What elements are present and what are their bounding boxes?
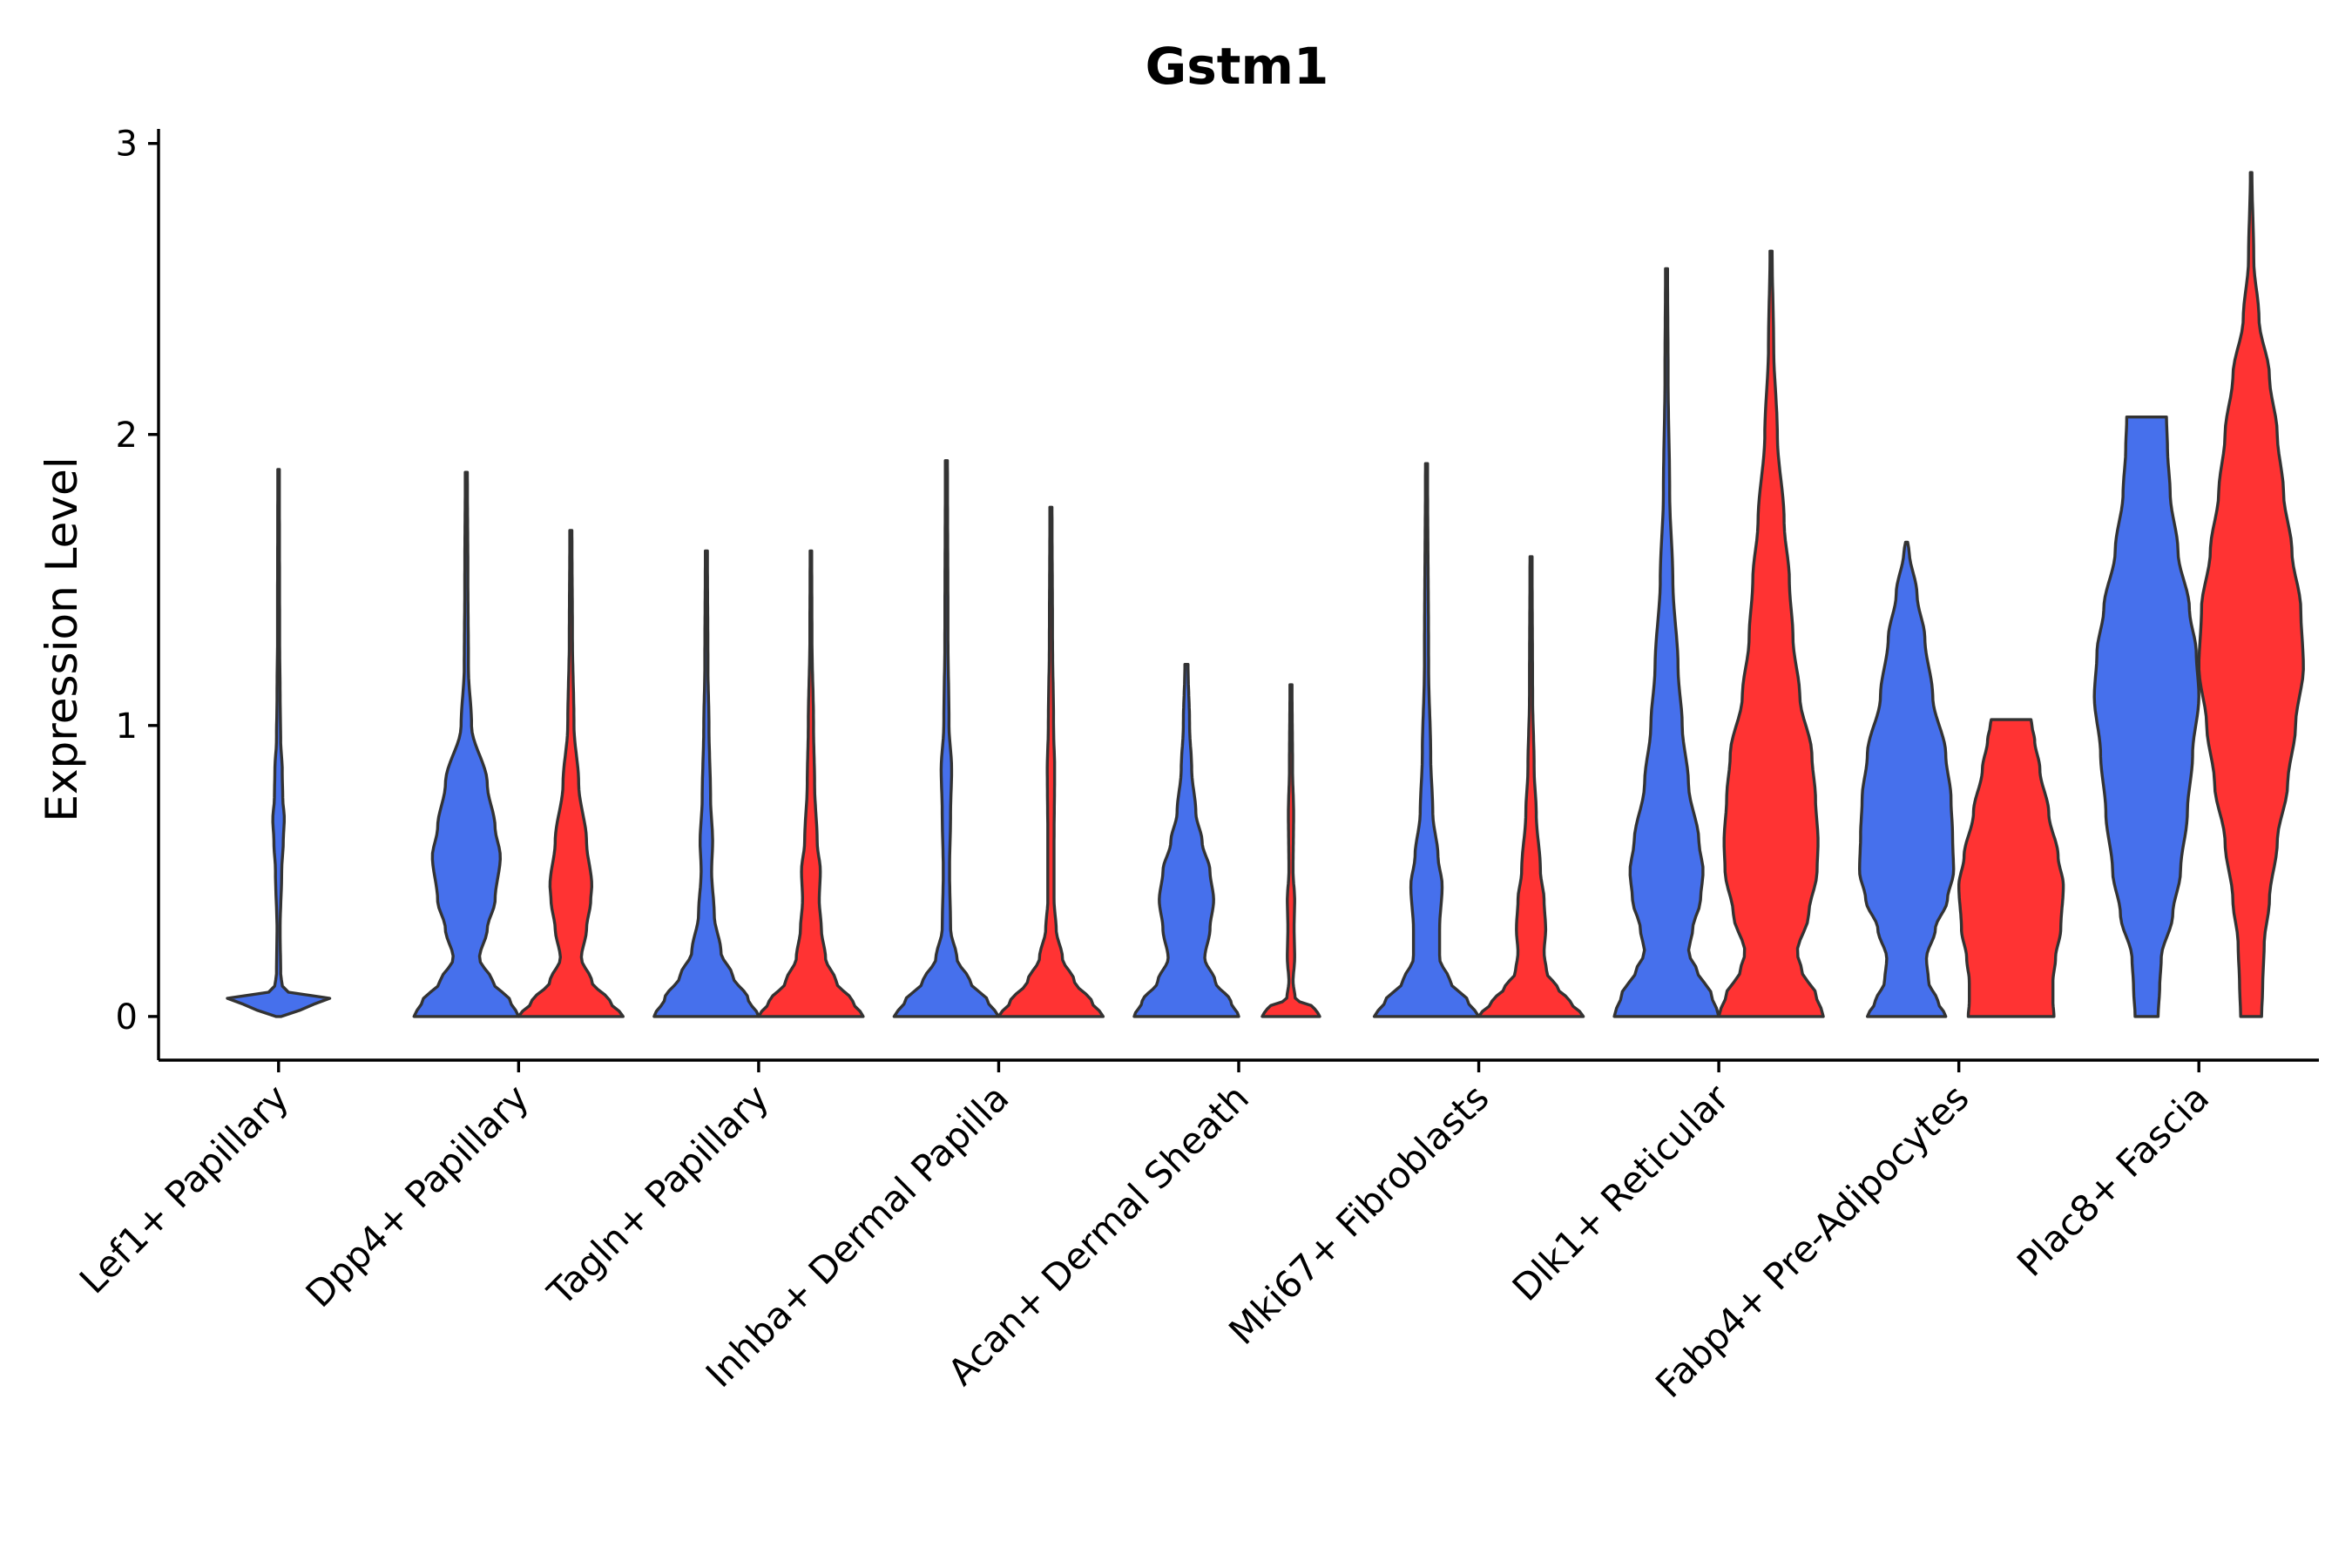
violin-acan-dermal-sheath-blue bbox=[1132, 663, 1240, 1018]
violin-layer bbox=[226, 171, 2305, 1018]
x-tick-label: Plac8+ Fascia bbox=[2009, 1076, 2217, 1284]
violin-tagln-papillary-blue bbox=[652, 549, 760, 1018]
violin-mki67-fibroblasts-blue bbox=[1372, 462, 1481, 1018]
violin-dpp4-papillary-blue bbox=[412, 470, 520, 1018]
x-tick-label: Tagln+ Papillary bbox=[539, 1076, 777, 1314]
violin-plac8-fascia-red bbox=[2197, 171, 2305, 1018]
violin-dlk1-reticular-red bbox=[1717, 249, 1825, 1018]
x-tick-label: Lef1+ Papillary bbox=[71, 1076, 297, 1301]
violin-mki67-fibroblasts-red bbox=[1477, 555, 1585, 1018]
violin-fabp4-pre-adipocytes-red bbox=[1957, 718, 2065, 1018]
x-tick-label: Dlk1+ Reticular bbox=[1504, 1076, 1738, 1309]
y-tick-label: 0 bbox=[116, 997, 138, 1037]
y-axis-label: Expression Level bbox=[37, 456, 87, 821]
violin-fabp4-pre-adipocytes-blue bbox=[1858, 540, 1956, 1018]
violin-plac8-fascia-blue bbox=[2092, 416, 2200, 1018]
y-tick-label: 1 bbox=[116, 706, 138, 747]
violin-inhba-dermal-papilla-red bbox=[997, 505, 1105, 1018]
x-tick-label: Mki67+ Fibroblasts bbox=[1220, 1076, 1497, 1352]
violin-tagln-papillary-red bbox=[757, 549, 865, 1018]
violin-dlk1-reticular-blue bbox=[1612, 267, 1720, 1018]
y-tick-label: 3 bbox=[116, 125, 138, 165]
violin-inhba-dermal-papilla-blue bbox=[892, 459, 1001, 1018]
violin-lef1-papillary-blue bbox=[226, 468, 332, 1018]
y-tick-label: 2 bbox=[116, 416, 138, 456]
chart-title: Gstm1 bbox=[1146, 37, 1329, 96]
violin-acan-dermal-sheath-red bbox=[1260, 683, 1321, 1018]
x-tick-label: Dpp4+ Papillary bbox=[298, 1076, 537, 1315]
violin-dpp4-papillary-red bbox=[517, 529, 625, 1018]
